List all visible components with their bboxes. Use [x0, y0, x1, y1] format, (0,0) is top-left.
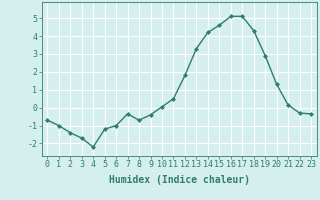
X-axis label: Humidex (Indice chaleur): Humidex (Indice chaleur) — [109, 175, 250, 185]
